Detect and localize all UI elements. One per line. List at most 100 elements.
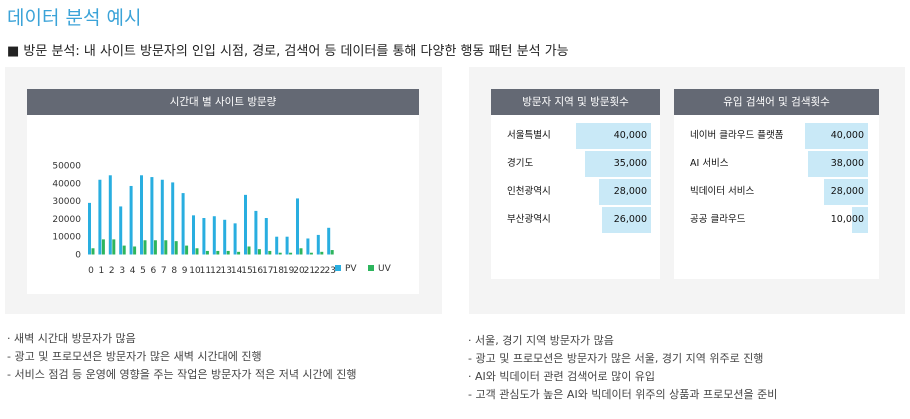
uv-bar [237,251,241,255]
bar [823,179,868,205]
uv-bar [309,252,313,255]
x-tick-label: 5 [140,266,146,276]
uv-bar [164,240,168,255]
y-tick-label: 50000 [52,162,81,172]
uv-bar [133,246,137,255]
page-title: 데이터 분석 예시 [7,7,142,29]
pv-bar [244,194,247,255]
x-tick-label: 16 [252,266,264,276]
pv-bar [212,216,216,255]
bar-row: 공공 클라우드 10,000 [684,207,869,233]
y-tick-label: 20000 [52,215,81,225]
bar [602,207,651,233]
uv-bar [216,250,220,255]
left-notes: · 새벽 시간대 방문자가 많음 - 광고 및 프로모션은 방문자가 많은 새벽… [7,330,357,384]
pv-bar [108,175,112,255]
uv-bar [278,252,282,255]
uv-bar [257,249,261,255]
category-label: 빅데이터 서비스 [690,186,755,197]
uv-bar [91,248,95,255]
uv-bar [185,245,189,255]
pv-bar [119,206,123,255]
bar [808,151,868,177]
uv-bar [112,239,116,255]
category-label: 네이버 클라우드 플랫폼 [690,130,784,141]
x-tick-label: 9 [182,266,188,276]
pv-bar [254,210,258,255]
pv-bar [327,227,331,255]
uv-bar [299,248,303,255]
category-label: 공공 클라우드 [690,214,746,225]
pv-bar [140,175,143,255]
uv-bar [226,250,230,255]
bar-row: 부산광역시 26,000 [501,207,651,233]
bar [576,123,651,149]
pv-bar [88,202,91,255]
uv-bar [247,246,251,255]
uv-bar [330,250,334,255]
legend-label: PV [345,264,357,274]
region-visits-card: 방문자 지역 및 방문횟수 서울특별시 40,000 경기도 35,000 인천광역시 2… [491,89,660,279]
pv-bar [275,236,279,255]
left-note-line: - 광고 및 프로모션은 방문자가 많은 새벽 시간대에 진행 [7,350,262,363]
bar-row: 네이버 클라우드 플랫폼 40,000 [684,123,869,149]
bar [585,151,651,177]
legend-swatch [368,265,374,271]
uv-bar [195,248,199,255]
pv-bar [306,238,310,255]
right-notes: · 서울, 경기 지역 방문자가 많음 - 광고 및 프로모션은 방문자가 많은… [468,332,777,404]
x-tick-label: 0 [88,266,94,276]
right-note-line: - 광고 및 프로모션은 방문자가 많은 서울, 경기 지역 위주로 진행 [468,352,764,365]
category-label: 부산광역시 [507,214,551,225]
right-note-line: - 고객 관심도가 높은 AI와 빅데이터 위주의 상품과 프로모션을 준비 [468,388,778,401]
x-tick-label: 21 [304,266,315,276]
pv-bar [150,177,154,255]
pv-bar [264,218,268,255]
x-tick-label: 6 [151,266,157,276]
value-label: 28,000 [830,186,864,197]
value-label: 40,000 [830,130,864,141]
x-tick-label: 13 [220,266,231,276]
x-tick-label: 1 [99,266,105,276]
pv-bar [98,179,102,255]
category-label: 인천광역시 [507,186,551,197]
x-tick-label: 15 [241,266,252,276]
x-tick-label: 2 [109,266,115,276]
uv-bar [153,240,157,255]
right-note-line: · AI와 빅데이터 관련 검색어로 많이 유입 [468,370,656,383]
value-label: 10,000 [830,214,864,225]
pv-bar [223,219,227,255]
category-label: 서울특별시 [507,130,551,141]
pv-bar [192,215,195,255]
hourly-visits-panel: 시간대 별 사이트 방문량 0 10000 20000 30000 40000 50000… [5,67,442,314]
bar-row: 서울특별시 40,000 [501,123,651,149]
pv-bar [181,193,185,255]
value-label: 35,000 [613,158,647,169]
category-label: AI 서비스 [690,158,729,169]
uv-bar [289,252,293,255]
x-tick-label: 12 [210,266,221,276]
pv-bar [285,236,289,255]
x-tick-label: 11 [200,266,211,276]
legend-swatch [335,265,341,271]
right-note-line: · 서울, 경기 지역 방문자가 많음 [468,334,614,347]
uv-bar [101,239,105,255]
pv-bar [171,182,175,255]
uv-bar [143,240,147,255]
section-heading: ■ 방문 분석: 내 사이트 방문자의 인입 시점, 경로, 검색어 등 데이터… [7,44,569,59]
pv-bar [160,179,164,255]
value-label: 38,000 [830,158,864,169]
uv-bar [174,241,178,255]
x-tick-label: 7 [161,266,167,276]
uv-bar [205,250,209,255]
x-tick-label: 8 [171,266,177,276]
x-tick-label: 10 [189,266,201,276]
x-tick-label: 17 [262,266,273,276]
y-tick-label: 30000 [52,197,81,207]
x-tick-label: 20 [293,266,305,276]
left-note-line: - 서비스 점검 등 운영에 영향을 주는 작업은 방문자가 적은 저녁 시간에… [7,368,357,381]
x-tick-label: 19 [283,266,295,276]
keyword-searches-chart-title: 유입 검색어 및 검색횟수 [674,89,879,115]
bar [852,207,868,233]
